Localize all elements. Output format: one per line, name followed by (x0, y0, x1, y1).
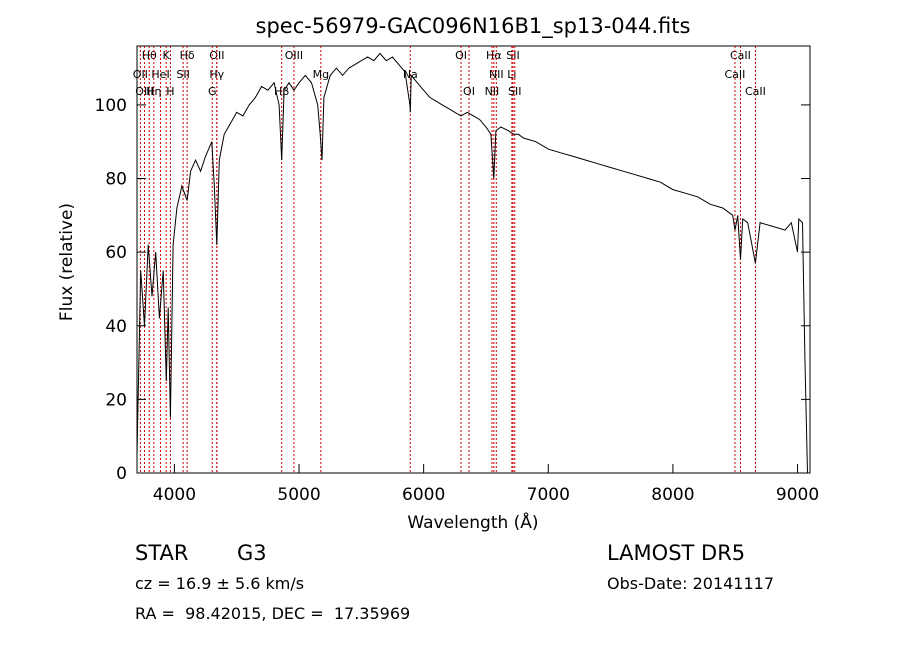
y-tick-label: 80 (105, 170, 127, 190)
y-tick-label: 100 (95, 96, 127, 116)
spectral-line-label: SII (506, 49, 519, 62)
spectral-line-label: OIII (285, 49, 303, 62)
spectral-line-label: OI (455, 49, 467, 62)
spectral-line-label: Li (507, 68, 516, 81)
spectral-line-label: CaII (745, 85, 766, 98)
spectral-line-label: Na (403, 68, 418, 81)
spectral-line-label: NII (485, 85, 500, 98)
y-tick-label: 20 (105, 390, 127, 410)
spectral-line-label: Hθ (142, 49, 157, 62)
x-tick-label: 7000 (527, 485, 570, 505)
spectral-line-label: CaII (730, 49, 751, 62)
obs-date: Obs-Date: 20141117 (607, 574, 775, 593)
x-tick-label: 9000 (776, 485, 819, 505)
y-tick-label: 0 (116, 464, 127, 484)
spectral-line-label: Hα (486, 49, 502, 62)
spectral-line-label: OII (133, 68, 148, 81)
x-tick-label: 5000 (277, 485, 320, 505)
spectrum-line (136, 52, 808, 474)
spectral-line-label: HeI (151, 68, 169, 81)
spectral-line-label: Mg (313, 68, 329, 81)
spectral-line-label: K (163, 49, 171, 62)
spectral-line-label: SII (508, 85, 521, 98)
coordinates: RA = 98.42015, DEC = 17.35969 (135, 604, 411, 623)
x-tick-label: 8000 (651, 485, 694, 505)
spectral-line-label: H (166, 85, 174, 98)
spectral-line-label: NII (489, 68, 504, 81)
x-tick-label: 4000 (153, 485, 196, 505)
x-tick-label: 6000 (402, 485, 445, 505)
survey-name: LAMOST DR5 (607, 541, 746, 565)
spectral-line-label: OI (463, 85, 475, 98)
spectral-line-label: SII (176, 68, 189, 81)
plot-frame (136, 45, 811, 474)
chart-title: spec-56979-GAC096N16B1_sp13-044.fits (256, 14, 691, 39)
y-tick-label: 60 (105, 243, 127, 263)
spectral-line-label: Hγ (209, 68, 224, 81)
y-axis-label: Flux (relative) (57, 203, 77, 321)
redshift-text: cz = 16.9 ± 5.6 km/s (135, 574, 305, 593)
spectral-line-label: CaII (725, 68, 746, 81)
subclass: G3 (237, 541, 267, 565)
spectral-line-label: OIII (135, 85, 153, 98)
y-tick-label: 40 (105, 317, 127, 337)
object-type: STAR (135, 541, 189, 565)
spectral-line-label: Hδ (180, 49, 195, 62)
axis-ticks: 4000 5000 6000 7000 8000 9000 0 20 40 60 80 100 (95, 96, 820, 505)
x-axis-label: Wavelength (Å) (407, 511, 538, 533)
spectral-line-label: Hη (146, 85, 161, 98)
spectral-line-label: G (208, 85, 217, 98)
